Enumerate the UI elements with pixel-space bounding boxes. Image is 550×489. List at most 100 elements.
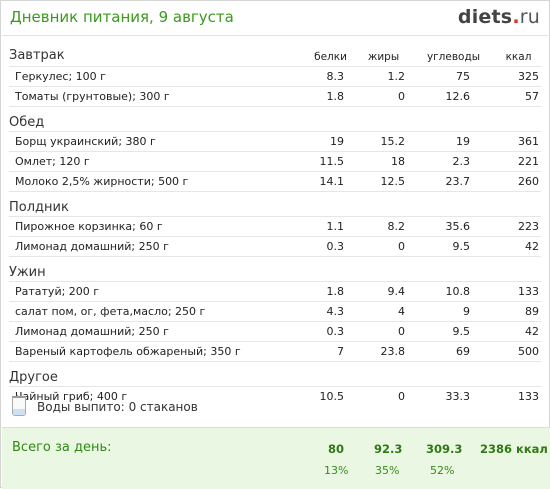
food-fat: 1.2	[356, 66, 411, 87]
food-kcal: 361	[496, 131, 541, 152]
food-carbs: 23.7	[411, 171, 496, 192]
food-kcal: 325	[496, 66, 541, 87]
food-kcal: 42	[496, 236, 541, 257]
food-carbs: 33.3	[411, 386, 496, 406]
total-kcal: 2386 ккал	[480, 442, 548, 456]
food-protein: 0.3	[305, 236, 356, 257]
food-row: Геркулес; 100 г 8.3 1.2 75 325	[9, 66, 541, 87]
header: Дневник питания, 9 августа diets.ru	[10, 6, 540, 34]
food-fat: 0	[356, 386, 411, 406]
protein-percent: 13%	[324, 464, 349, 477]
page-title: Дневник питания, 9 августа	[10, 8, 234, 26]
food-kcal: 223	[496, 216, 541, 237]
glass-icon	[12, 396, 26, 416]
food-name: Вареный картофель обжареный; 350 г	[9, 341, 305, 362]
meal-title: Полдник	[9, 200, 69, 215]
food-fat: 8.2	[356, 216, 411, 237]
diets-logo[interactable]: diets.ru	[458, 6, 540, 28]
food-fat: 0	[356, 236, 411, 257]
meal-header: Другое	[9, 367, 541, 387]
food-protein: 0.3	[305, 321, 356, 342]
food-fat: 4	[356, 301, 411, 322]
meal-header: Ужин	[9, 262, 541, 282]
food-row: Вареный картофель обжареный; 350 г 7 23.8 6…	[9, 341, 541, 362]
food-fat: 18	[356, 151, 411, 172]
meal-header: Обед	[9, 112, 541, 132]
food-name: Омлет; 120 г	[9, 151, 305, 172]
meal-title: Завтрак	[9, 48, 65, 63]
food-carbs: 19	[411, 131, 496, 152]
col-kcal: ккал	[505, 51, 532, 63]
food-protein: 1.8	[305, 86, 356, 107]
logo-main: diets	[457, 6, 513, 28]
total-fat: 92.3	[374, 442, 403, 456]
food-protein: 4.3	[305, 301, 356, 322]
food-protein: 8.3	[305, 66, 356, 87]
food-fat: 23.8	[356, 341, 411, 362]
food-carbs: 9.5	[411, 321, 496, 342]
food-fat: 9.4	[356, 281, 411, 302]
daily-totals: Всего за день: 80 92.3 309.3 2386 ккал 1…	[2, 427, 550, 489]
food-row: Рататуй; 200 г 1.8 9.4 10.8 133	[9, 281, 541, 302]
col-fat: жиры	[367, 51, 400, 63]
food-name: Геркулес; 100 г	[9, 66, 305, 87]
col-carbs: углеводы	[426, 51, 481, 63]
food-kcal: 133	[496, 281, 541, 302]
food-carbs: 10.8	[411, 281, 496, 302]
food-carbs: 2.3	[411, 151, 496, 172]
fat-percent: 35%	[375, 464, 400, 477]
food-name: Молоко 2,5% жирности; 500 г	[9, 171, 305, 192]
food-row: Томаты (грунтовые); 300 г 1.8 0 12.6 57	[9, 86, 541, 107]
meal-title: Другое	[9, 370, 58, 385]
meal-title: Обед	[9, 115, 45, 130]
food-kcal: 57	[496, 86, 541, 107]
food-fat: 0	[356, 86, 411, 107]
food-protein: 10.5	[305, 386, 356, 406]
food-carbs: 9.5	[411, 236, 496, 257]
food-name: Борщ украинский; 380 г	[9, 131, 305, 152]
food-fat: 15.2	[356, 131, 411, 152]
food-kcal: 42	[496, 321, 541, 342]
food-name: Пирожное корзинка; 60 г	[9, 216, 305, 237]
logo-dot: .	[512, 6, 520, 28]
food-row: Пирожное корзинка; 60 г 1.1 8.2 35.6 223	[9, 216, 541, 237]
food-row: Лимонад домашний; 250 г 0.3 0 9.5 42	[9, 236, 541, 257]
food-kcal: 221	[496, 151, 541, 172]
food-row: Борщ украинский; 380 г 19 15.2 19 361	[9, 131, 541, 152]
carbs-percent: 52%	[430, 464, 455, 477]
food-row: Омлет; 120 г 11.5 18 2.3 221	[9, 151, 541, 172]
food-row: Чайный гриб; 400 г 10.5 0 33.3 133	[9, 386, 541, 406]
food-fat: 0	[356, 321, 411, 342]
food-fat: 12.5	[356, 171, 411, 192]
food-row: салат пом, ог, фета,масло; 250 г 4.3 4 9 89	[9, 301, 541, 322]
food-diary-table: Завтрак белки жиры углеводы ккал Геркуле…	[9, 43, 541, 406]
food-protein: 1.8	[305, 281, 356, 302]
food-name: Лимонад домашний; 250 г	[9, 236, 305, 257]
food-protein: 14.1	[305, 171, 356, 192]
food-protein: 19	[305, 131, 356, 152]
food-protein: 1.1	[305, 216, 356, 237]
food-protein: 7	[305, 341, 356, 362]
column-header-row: Завтрак белки жиры углеводы ккал	[9, 43, 541, 67]
food-carbs: 75	[411, 66, 496, 87]
food-kcal: 89	[496, 301, 541, 322]
food-carbs: 12.6	[411, 86, 496, 107]
meal-header: Полдник	[9, 197, 541, 217]
totals-label: Всего за день:	[12, 440, 112, 455]
food-protein: 11.5	[305, 151, 356, 172]
food-carbs: 35.6	[411, 216, 496, 237]
food-name: салат пом, ог, фета,масло; 250 г	[9, 301, 305, 322]
food-name: Лимонад домашний; 250 г	[9, 321, 305, 342]
col-protein: белки	[314, 51, 347, 63]
food-row: Лимонад домашний; 250 г 0.3 0 9.5 42	[9, 321, 541, 342]
water-text: Воды выпито: 0 стаканов	[37, 400, 198, 414]
food-name: Чайный гриб; 400 г	[9, 386, 305, 406]
food-name: Рататуй; 200 г	[9, 281, 305, 302]
logo-tld: ru	[519, 6, 540, 28]
meal-title: Ужин	[9, 265, 46, 280]
water-label: Воды выпито:	[37, 400, 125, 414]
food-kcal: 133	[496, 386, 541, 406]
total-protein: 80	[328, 442, 345, 456]
food-carbs: 9	[411, 301, 496, 322]
